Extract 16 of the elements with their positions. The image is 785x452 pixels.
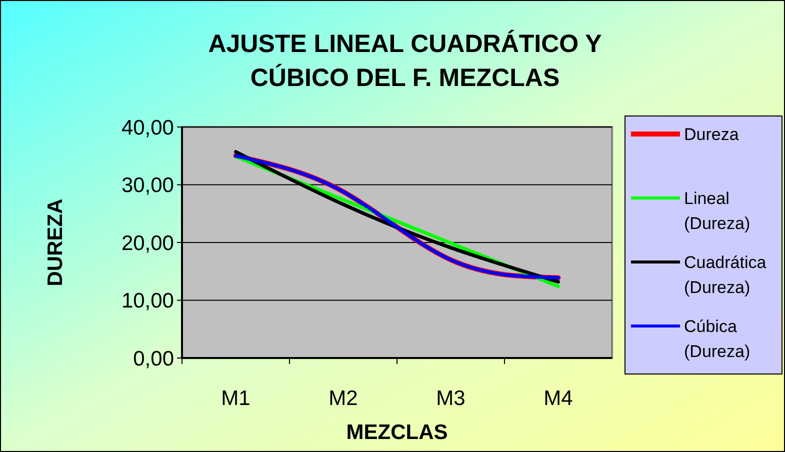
legend-label: Lineal (Dureza) [684, 188, 750, 233]
chart-title: AJUSTE LINEAL CUADRÁTICO Y CÚBICO DEL F. MEZCLAS [208, 29, 602, 92]
x-tick-label: M4 [544, 387, 574, 410]
y-tick-label: 0,00 [133, 347, 174, 370]
x-tick-label: M1 [221, 387, 250, 410]
y-tick-label: 20,00 [121, 232, 174, 255]
y-tick-label: 40,00 [121, 116, 174, 140]
y-axis-title: DUREZA [44, 198, 67, 286]
y-tick-label: 30,00 [121, 174, 174, 198]
x-axis-title: MEZCLAS [346, 421, 448, 444]
x-tick-label: M3 [436, 387, 466, 410]
legend-label: Cuadrática (Dureza) [684, 252, 767, 297]
y-tick-label: 10,00 [121, 290, 174, 313]
legend-label: Cúbica (Dureza) [684, 316, 750, 361]
legend-label: Dureza [684, 124, 740, 144]
x-tick-label: M2 [328, 387, 358, 410]
